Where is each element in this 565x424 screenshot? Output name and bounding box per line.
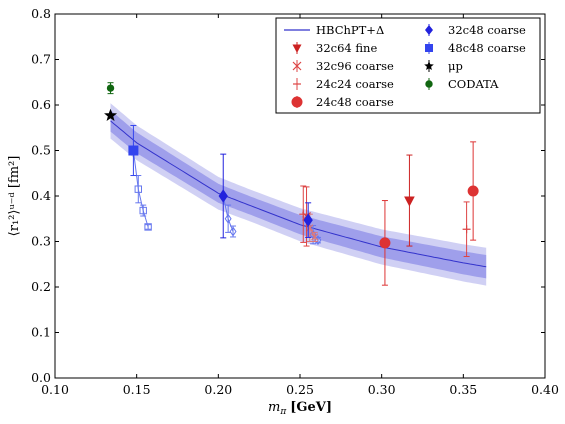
data-point (106, 84, 115, 92)
y-tick-label: 0.7 (31, 52, 51, 67)
x-tick-label: 0.40 (531, 382, 559, 397)
y-axis-label: ⟨r₁²⟩ᵘ⁻ᵈ [fm²] (7, 156, 22, 237)
trail-point (134, 185, 143, 193)
legend-label: HBChPT+Δ (316, 23, 384, 37)
x-tick-label: 0.30 (368, 382, 396, 397)
data-marks (104, 82, 479, 286)
legend-label: CODATA (448, 77, 499, 91)
data-point (404, 196, 415, 207)
x-tick-label: 0.15 (123, 382, 151, 397)
data-point (218, 189, 228, 203)
x-axis-label-main: m (268, 400, 280, 415)
legend-marker (292, 44, 302, 53)
trail-point (139, 206, 147, 215)
trail-point (224, 213, 232, 224)
legend-label: 48c48 coarse (448, 41, 526, 55)
x-tick-label: 0.20 (204, 382, 232, 397)
x-tick-label: 0.35 (449, 382, 477, 397)
legend-marker (425, 44, 433, 52)
y-tick-label: 0.6 (31, 97, 51, 112)
legend-marker (291, 96, 303, 108)
fit-line (110, 120, 487, 268)
trail-point (311, 233, 319, 241)
y-tick-label: 0.0 (31, 370, 51, 385)
data-point (303, 213, 313, 227)
fit-bands (110, 103, 487, 286)
legend-marker (425, 25, 433, 35)
fit-band-inner (110, 110, 487, 279)
legend: HBChPT+Δ 32c64 fine 32c96 coarse 24c24 coar… (275, 17, 541, 114)
y-tick-label: 0.4 (31, 188, 51, 203)
legend-box (275, 17, 541, 114)
trail-point (229, 226, 237, 237)
data-point (467, 185, 479, 197)
data-point (462, 225, 471, 234)
x-tick-label: 0.25 (286, 382, 314, 397)
data-point (128, 145, 139, 156)
legend-marker (424, 61, 434, 70)
legend-label: 32c48 coarse (448, 23, 526, 37)
x-axis-label-unit: [GeV] (290, 400, 332, 415)
y-tick-label: 0.5 (31, 143, 51, 158)
legend-marker (425, 80, 433, 88)
legend-label: 24c24 coarse (316, 77, 394, 91)
x-axis-label-sub: π (279, 407, 287, 417)
y-tick-label: 0.3 (31, 234, 51, 249)
data-point (379, 237, 391, 249)
y-tick-label: 0.8 (31, 6, 51, 21)
data-point (104, 108, 118, 121)
legend-label: 32c64 fine (316, 41, 377, 55)
x-tick-label: 0.10 (41, 382, 69, 397)
legend-label: 32c96 coarse (316, 59, 394, 73)
trail-point (144, 223, 152, 231)
data-point (299, 210, 308, 219)
legend-marker (292, 61, 302, 71)
legend-label: μp (448, 59, 463, 73)
trail-line (132, 150, 149, 228)
y-tick-label: 0.2 (31, 279, 51, 294)
axes: 0.10 0.15 0.20 0.25 0.30 0.35 0.40 0.0 0.1 0.2 0.3… (31, 6, 559, 397)
y-tick-label: 0.1 (31, 325, 51, 340)
x-axis-label: mπ [GeV] (268, 400, 332, 417)
legend-label: 24c48 coarse (316, 95, 394, 109)
